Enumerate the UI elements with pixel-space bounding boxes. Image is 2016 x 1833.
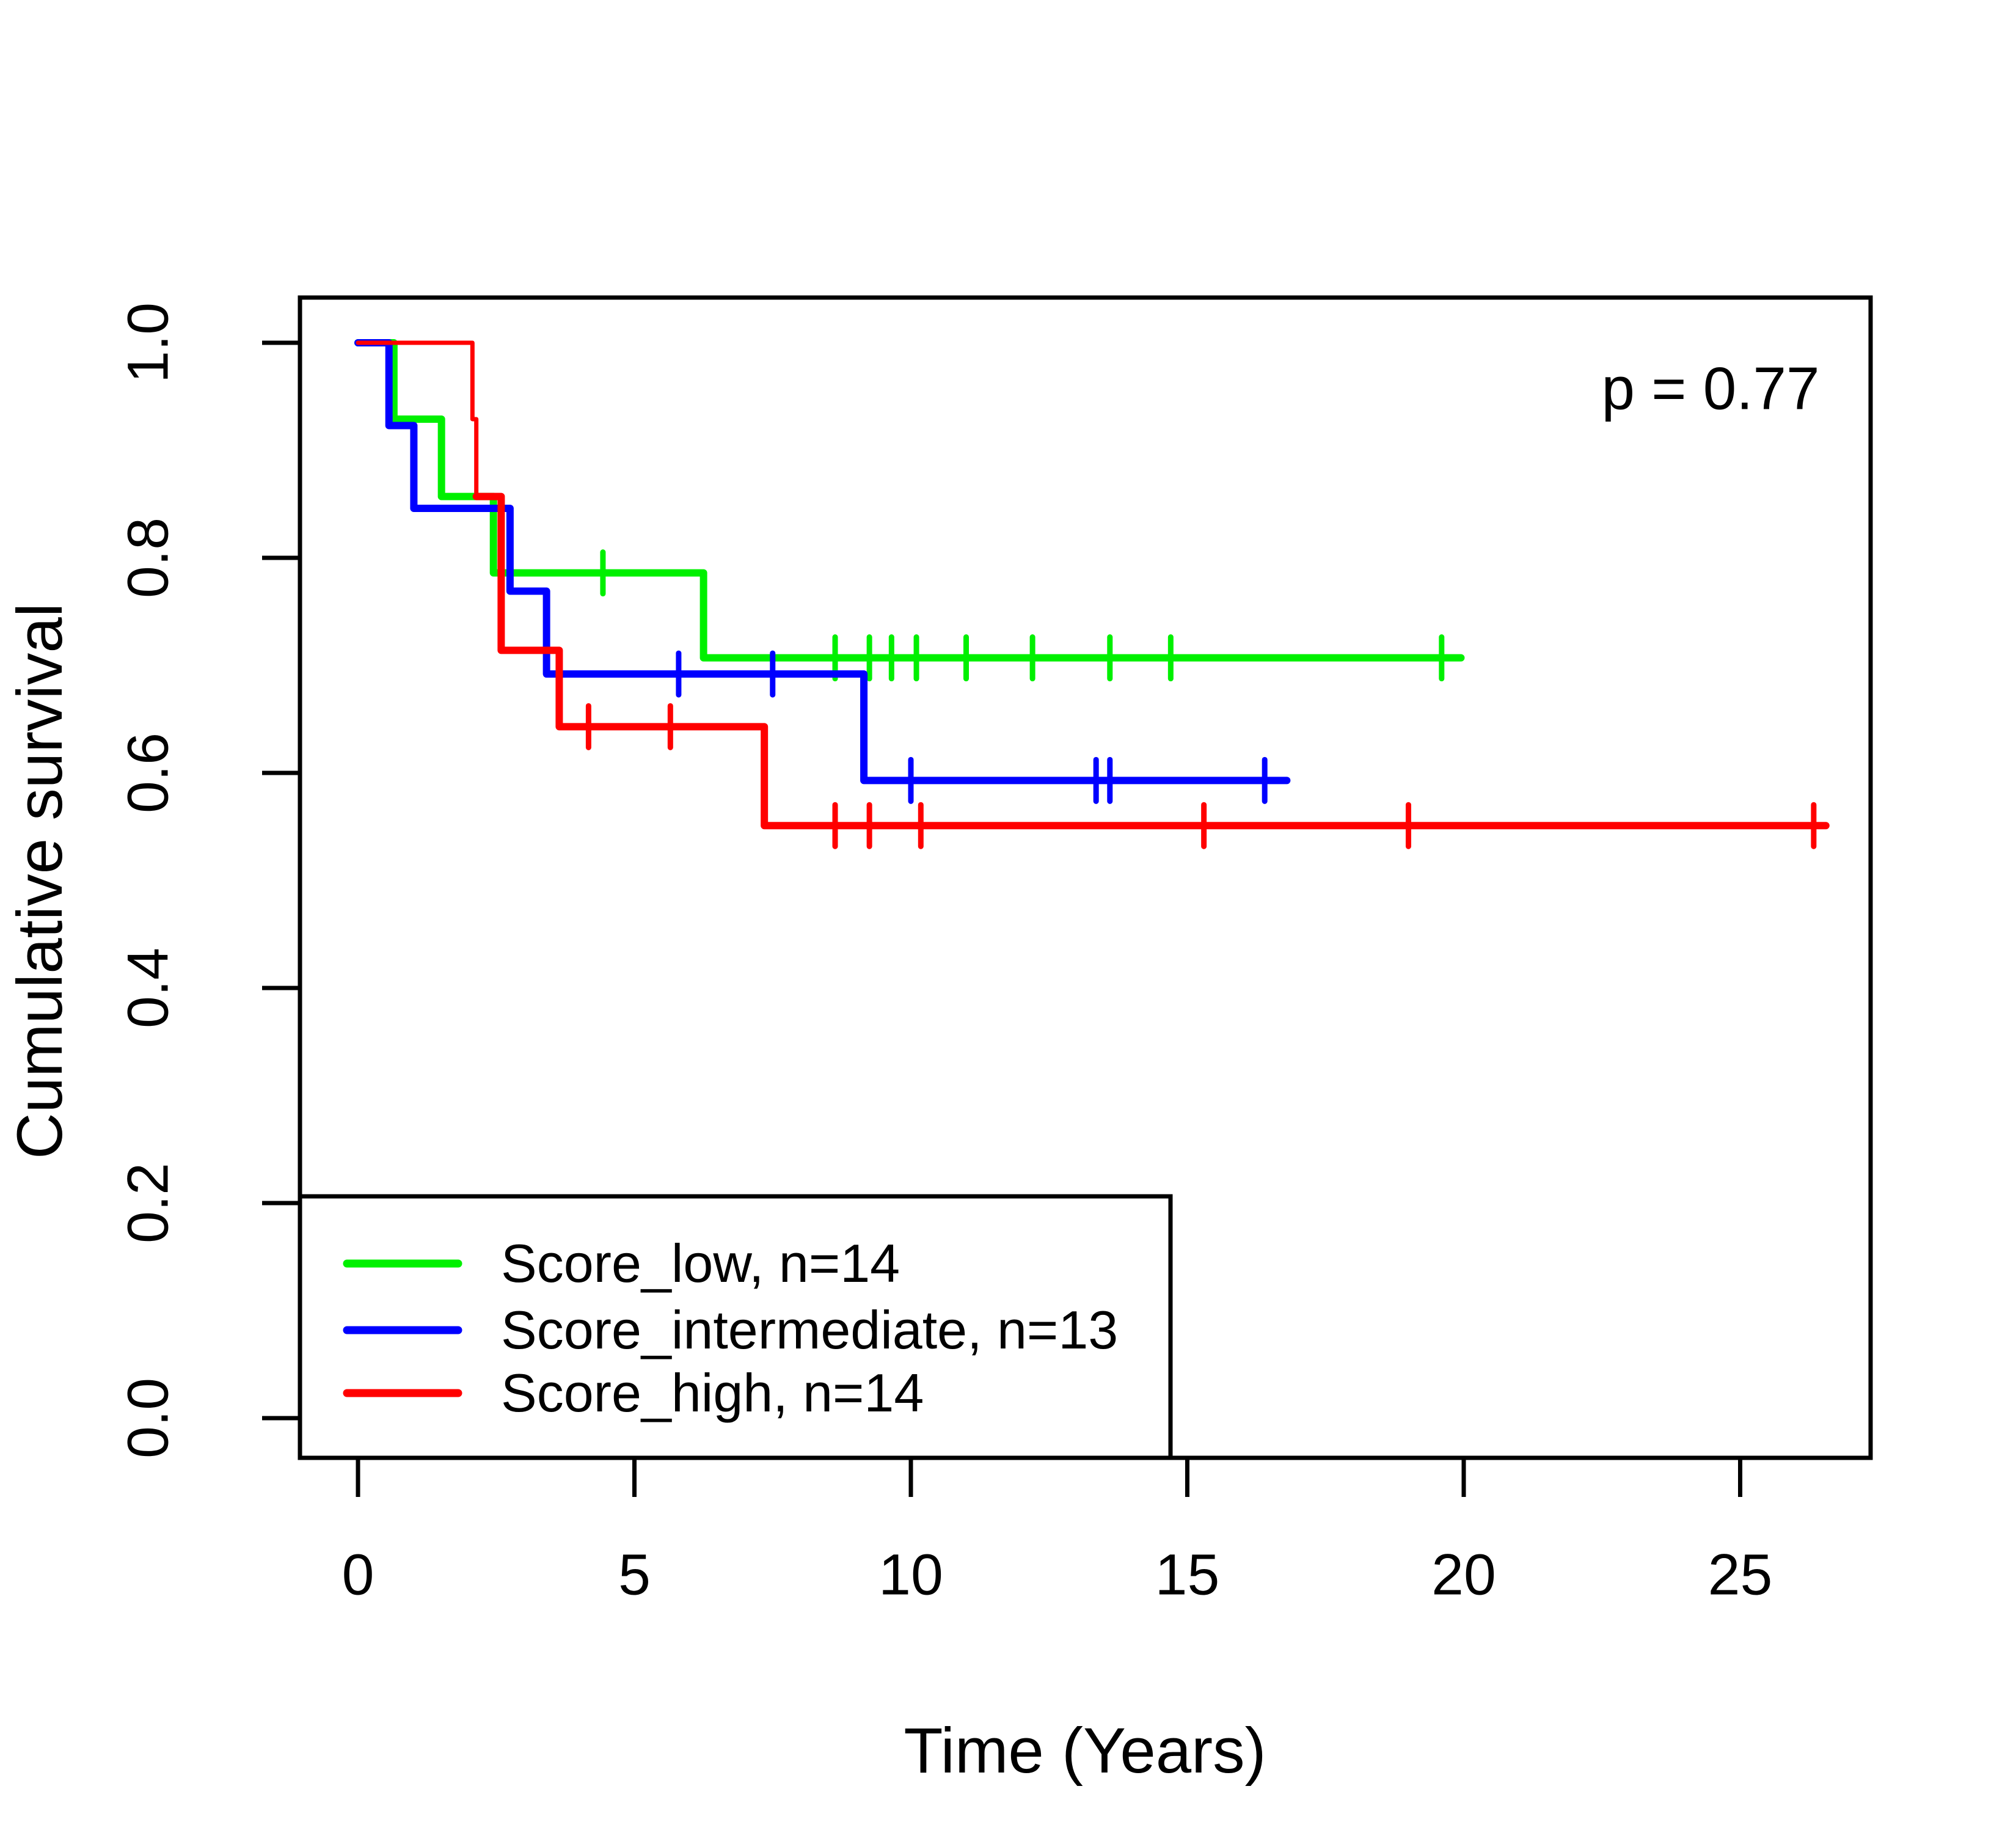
survival-curve-score-intermediate: [354, 339, 1291, 785]
legend-label-score-intermediate: Score_intermediate, n=13: [501, 1300, 1119, 1360]
y-tick-label: 0.8: [115, 517, 181, 599]
x-axis-title: Time (Years): [904, 1715, 1266, 1787]
x-tick-label: 0: [341, 1542, 374, 1608]
y-tick-label: 0.0: [115, 1377, 181, 1459]
x-tick-label: 25: [1707, 1542, 1773, 1608]
y-tick-label: 0.4: [115, 947, 181, 1029]
y-axis-title: Cumulative survival: [4, 602, 76, 1160]
x-tick-label: 10: [878, 1542, 943, 1608]
x-tick-label: 15: [1155, 1542, 1220, 1608]
survival-curve-score-high: [472, 492, 1830, 830]
y-tick-label: 1.0: [115, 302, 181, 384]
p-value-annotation: p = 0.77: [1601, 354, 1820, 422]
x-tick-label: 5: [618, 1542, 651, 1608]
y-tick-label: 0.6: [115, 732, 181, 814]
legend-label-score-high: Score_high, n=14: [501, 1363, 924, 1423]
survival-curve-score-low: [354, 339, 1465, 662]
x-tick-label: 20: [1431, 1542, 1496, 1608]
y-tick-label: 0.2: [115, 1162, 181, 1244]
legend-label-score-low: Score_low, n=14: [501, 1233, 900, 1293]
survival-curve-score-high-early: [356, 340, 479, 499]
